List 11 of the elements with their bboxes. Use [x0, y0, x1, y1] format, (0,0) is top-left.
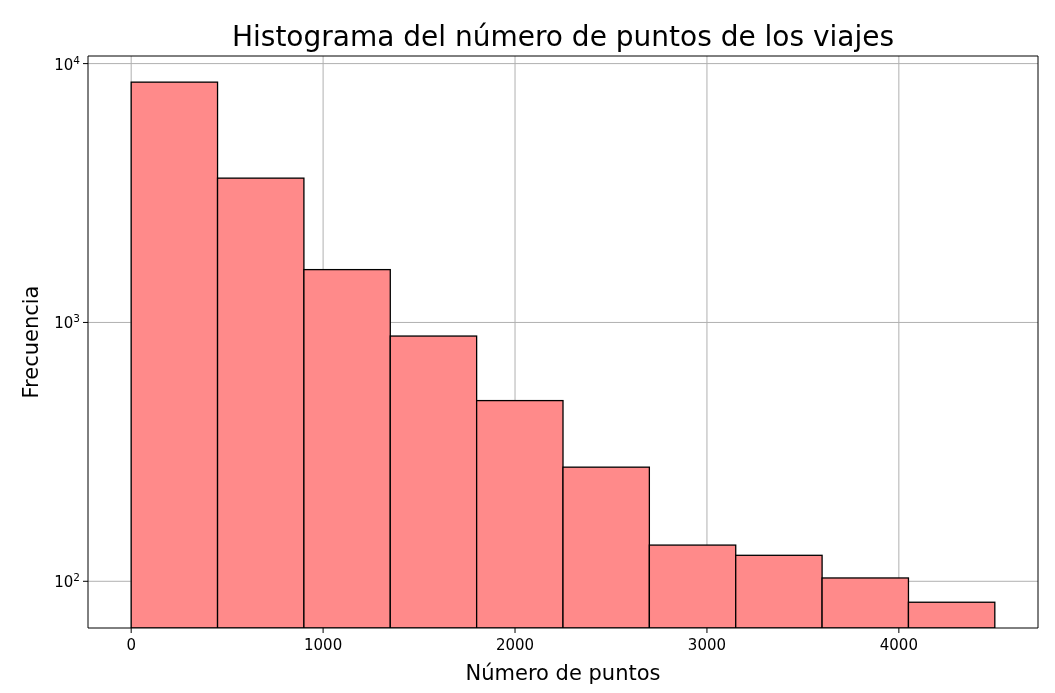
- y-tick-label: 10$^{4}$: [54, 53, 81, 74]
- x-tick-label: 0: [126, 636, 136, 654]
- x-tick-label: 3000: [687, 636, 727, 654]
- y-axis-title: Frecuencia: [19, 285, 43, 399]
- chart-title: Histograma del número de puntos de los viajes: [231, 20, 895, 53]
- y-tick-label: 10$^{2}$: [54, 571, 80, 592]
- x-tick-label: 2000: [495, 636, 535, 654]
- x-axis-title: Número de puntos: [465, 661, 661, 685]
- x-tick-label: 1000: [304, 636, 343, 654]
- x-tick-label: 4000: [879, 636, 918, 654]
- y-tick-label: 10$^{3}$: [54, 312, 80, 333]
